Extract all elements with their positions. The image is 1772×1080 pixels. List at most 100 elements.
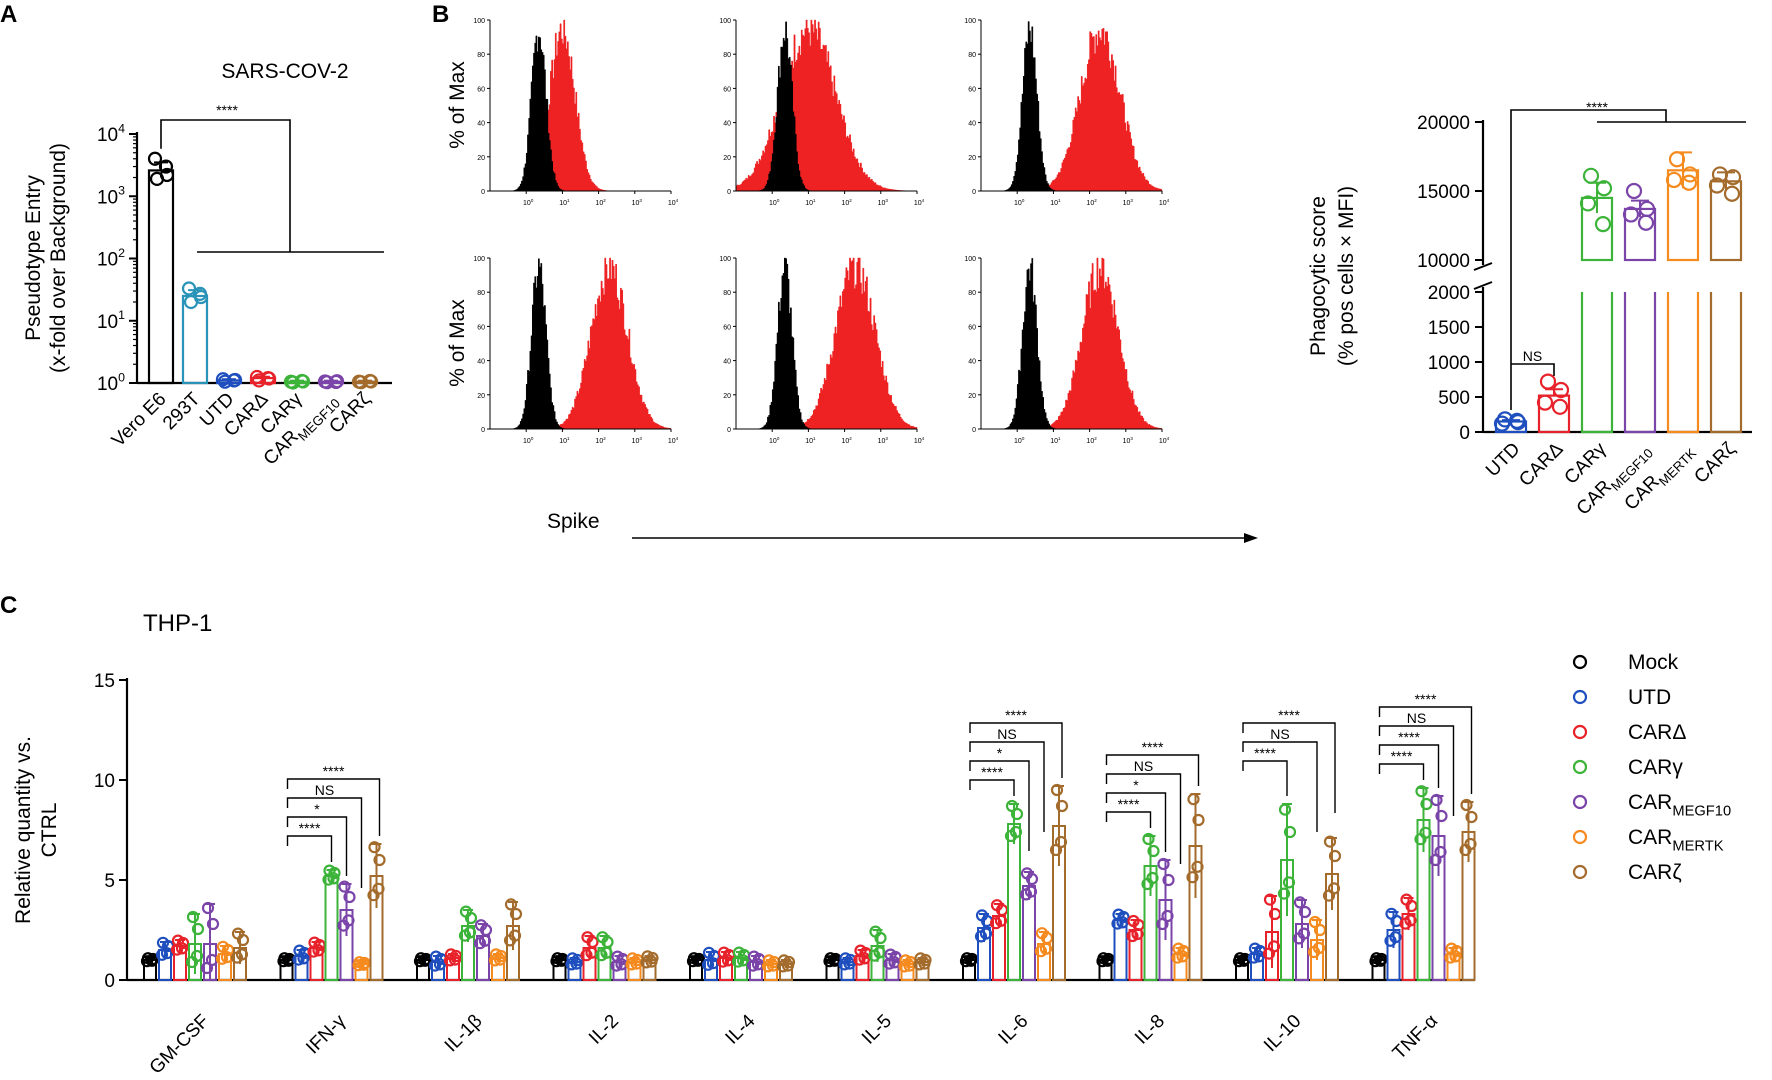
x-tick-label: 103 [1123, 436, 1134, 445]
data-point [191, 922, 205, 936]
y-axis-title-line: Relative quantity vs. [12, 736, 35, 924]
legend-marker [1572, 829, 1588, 845]
tick-exponent: 0 [1022, 198, 1025, 203]
label-main: Mock [1628, 651, 1679, 674]
data-point [600, 946, 613, 959]
x-tick-label: 104 [1159, 436, 1170, 445]
data-point [1176, 950, 1189, 963]
bracket-line [1105, 811, 1152, 828]
data-point [353, 375, 369, 390]
data-point [338, 880, 351, 893]
tick-base: 10 [97, 374, 118, 395]
data-point [1050, 783, 1064, 797]
y-tick-label: 2000 [1428, 283, 1470, 304]
data-point [343, 890, 356, 904]
data-point [1312, 941, 1326, 955]
x-tick-label: 103 [632, 436, 643, 445]
significance-label: **** [1398, 729, 1420, 745]
tick-base: 10 [1123, 438, 1131, 445]
significance-label: NS [997, 726, 1016, 742]
label-subscript: MERTK [1656, 445, 1699, 488]
histogram-stained [489, 19, 671, 192]
data-point [1293, 896, 1307, 909]
data-point [261, 371, 277, 386]
tick-base: 10 [97, 125, 118, 146]
tick-exponent: 3 [885, 198, 888, 203]
y-tick-label: 15 [94, 671, 115, 692]
data-point [1723, 185, 1741, 202]
category-group [550, 931, 659, 981]
significance-label: NS [1270, 726, 1289, 742]
data-point [329, 374, 345, 389]
bracket-line [286, 797, 363, 888]
x-tick-label: 100 [769, 436, 780, 445]
data-point [1277, 887, 1291, 900]
legend-label: Mock [1628, 651, 1679, 674]
data-point [1146, 871, 1159, 885]
data-point [463, 926, 477, 939]
bracket-line [1511, 363, 1555, 376]
tick-base: 10 [1086, 200, 1094, 207]
y-tick-label: 101 [97, 308, 125, 333]
label-main: CAR [1628, 826, 1672, 849]
significance-label: **** [981, 764, 1003, 780]
data-point [159, 167, 175, 183]
data-point [1404, 914, 1417, 927]
data-point [327, 872, 340, 885]
significance-label: **** [1586, 99, 1608, 115]
data-point [1430, 793, 1443, 807]
data-point [368, 841, 381, 854]
data-point [1267, 940, 1281, 953]
data-point [1724, 169, 1742, 186]
tick-base: 10 [523, 200, 531, 207]
histogram-stained [981, 28, 1163, 192]
data-point [570, 957, 583, 970]
data-point [251, 373, 267, 388]
category-group [277, 841, 386, 981]
x-tick-label: 101 [1050, 198, 1061, 207]
data-point [181, 281, 197, 296]
tick-exponent: 0 [118, 370, 125, 384]
y-tick-label: 60 [477, 324, 485, 331]
bracket-line [1378, 725, 1455, 816]
data-point [781, 959, 795, 972]
bracket-line [286, 835, 333, 862]
significance-label: NS [1134, 758, 1153, 774]
data-point [691, 954, 705, 967]
x-tick-label: 104 [1159, 198, 1170, 207]
legend-marker [1572, 654, 1588, 670]
axis-break-mark [1473, 281, 1493, 290]
bar [147, 169, 175, 385]
tick-exponent: 2 [118, 246, 125, 260]
tick-exponent: 2 [1094, 436, 1097, 441]
category-group [140, 901, 250, 981]
bracket-line [969, 741, 1045, 832]
tick-base: 10 [1086, 438, 1094, 445]
data-point [1708, 177, 1726, 194]
data-point [227, 372, 243, 388]
data-point [474, 919, 488, 932]
bar [1007, 823, 1021, 981]
y-axis-title-line: Phagocytic score [1307, 196, 1330, 356]
data-point [1385, 907, 1398, 920]
data-point [596, 931, 609, 944]
y-tick-label: 40 [723, 121, 731, 128]
tick-base: 10 [805, 438, 813, 445]
tick-base: 10 [878, 438, 886, 445]
data-point [1680, 174, 1698, 191]
label-main: 293T [159, 388, 205, 434]
y-axis-title: Phagocytic score (% pos cells × MFI) [1307, 186, 1358, 366]
tick-base: 10 [97, 250, 118, 271]
data-point [1419, 826, 1432, 839]
data-point [1579, 195, 1597, 212]
histogram-stained [736, 257, 918, 430]
x-tick-label: 104 [914, 436, 925, 445]
tick-exponent: 0 [777, 198, 780, 203]
x-category-label: 293T [159, 388, 205, 434]
data-point [1005, 799, 1019, 813]
data-point [1263, 893, 1277, 906]
label-main: CARζ [1628, 861, 1682, 884]
y-tick-label: 40 [477, 359, 485, 366]
data-point [295, 374, 311, 389]
